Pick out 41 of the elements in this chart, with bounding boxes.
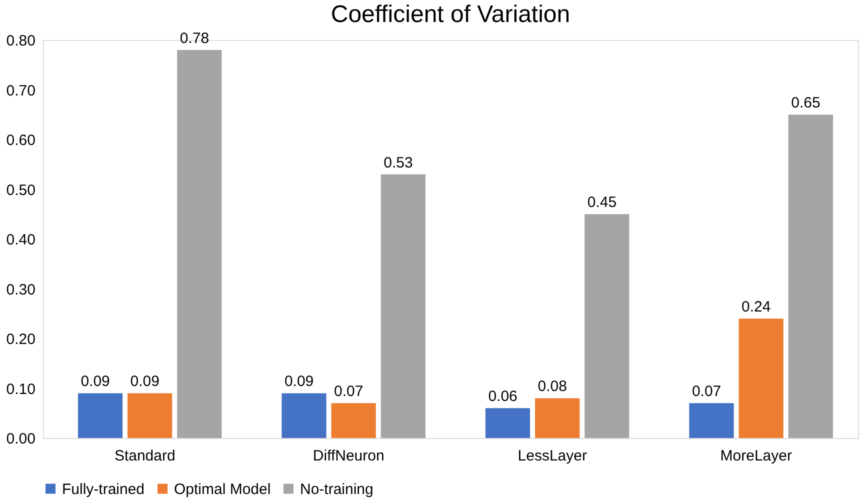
chart-title: Coefficient of Variation	[330, 0, 570, 28]
y-tick-label: 0.00	[6, 430, 36, 448]
data-label: 0.24	[742, 298, 771, 316]
y-tick-label: 0.20	[6, 331, 36, 348]
data-label: 0.78	[180, 30, 210, 47]
data-label: 0.08	[538, 378, 567, 396]
x-tick-label: MoreLayer	[720, 448, 792, 464]
data-label: 0.06	[488, 388, 518, 406]
bar	[78, 393, 123, 438]
y-tick-label: 0.70	[6, 82, 36, 100]
y-tick-label: 0.10	[6, 380, 36, 398]
data-label: 0.07	[334, 383, 364, 400]
bar	[177, 50, 222, 438]
data-label: 0.09	[80, 373, 110, 390]
bar	[380, 174, 426, 438]
bar	[282, 393, 326, 438]
x-tick-label: DiffNeuron	[312, 448, 384, 464]
data-label: 0.45	[587, 194, 617, 212]
y-tick-label: 0.60	[6, 132, 36, 149]
legend-label: Fully-trained	[62, 480, 145, 498]
x-tick-label: Standard	[114, 448, 176, 464]
bar	[331, 403, 376, 438]
legend-label: No-training	[300, 480, 374, 498]
bar	[689, 403, 734, 438]
bar	[485, 408, 530, 438]
y-tick-label: 0.50	[6, 182, 36, 199]
data-label: 0.07	[692, 383, 722, 400]
bar	[788, 114, 833, 438]
legend-label: Optimal Model	[174, 480, 271, 498]
data-label: 0.09	[130, 373, 160, 390]
bar	[128, 393, 172, 438]
bar	[584, 214, 630, 438]
y-tick-label: 0.40	[6, 232, 36, 248]
data-label: 0.53	[384, 154, 413, 172]
y-tick-label: 0.30	[6, 281, 36, 298]
x-tick-label: LessLayer	[518, 448, 587, 464]
y-tick-label: 0.80	[6, 32, 36, 50]
data-label: 0.65	[791, 94, 820, 112]
data-label: 0.09	[284, 373, 314, 390]
bar	[535, 398, 580, 438]
bar	[738, 318, 784, 438]
